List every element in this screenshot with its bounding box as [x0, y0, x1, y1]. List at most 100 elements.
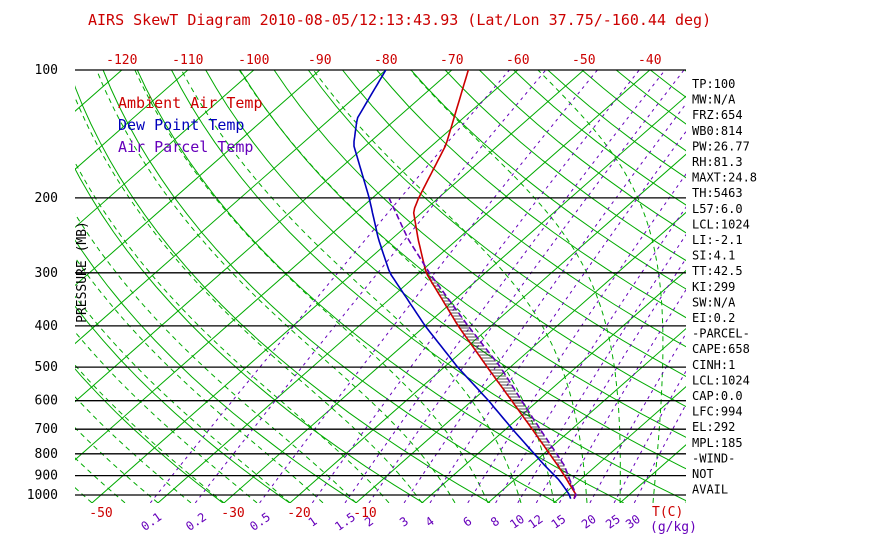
dew-point-temp-curve	[353, 70, 572, 499]
stat-line-pw: PW:26.77	[692, 139, 750, 153]
isotherm-line--100	[75, 70, 255, 229]
dry-adiabat-line-260	[75, 239, 357, 503]
isotherm-line--40	[157, 70, 651, 503]
stat-line-cape: CAPE:658	[692, 342, 750, 356]
stat-line-wind: -WIND-	[692, 451, 735, 465]
legend-item-air-parcel-temp: Air Parcel Temp	[118, 138, 253, 156]
mixing-ratio-tick-label-6: 6	[460, 514, 474, 530]
dry-adiabat-line-330	[239, 70, 686, 438]
top-temp-tick-label--70: -70	[440, 53, 463, 68]
mixing-ratio-tick-label-12: 12	[526, 512, 546, 532]
mixing-ratio-tick-label-0p2: 0.2	[183, 510, 209, 534]
chart-title: AIRS SkewT Diagram 2010-08-05/12:13:43.9…	[88, 11, 711, 29]
pressure-tick-label-800: 800	[35, 447, 58, 462]
moist-adiabat-line--20	[75, 295, 291, 503]
ambient-air-temp-curve	[412, 70, 577, 499]
isotherm-line--30	[223, 95, 686, 503]
mixing-ratio-line-12	[535, 257, 686, 503]
stat-line-mpl: MPL:185	[692, 436, 743, 450]
moist-adiabat-line--10	[75, 213, 357, 503]
background-lines	[0, 70, 870, 503]
stat-line-lcl: LCL:1024	[692, 373, 750, 387]
moist-adiabat-line--60	[0, 70, 26, 503]
stat-line-sw: SW:N/A	[692, 295, 736, 309]
mixing-ratio-line-2	[368, 70, 685, 503]
mixing-ratio-line-0.2	[194, 70, 547, 503]
isotherm-line--90	[75, 70, 321, 287]
isotherm-line-30	[619, 444, 686, 503]
legend-item-ambient-air-temp: Ambient Air Temp	[118, 94, 263, 112]
stat-line-ki: KI:299	[692, 280, 735, 294]
mixing-ratio-line-3	[403, 103, 686, 503]
dry-adiabat-line-290	[102, 70, 558, 503]
mixing-ratio-tick-label-0p1: 0.1	[138, 510, 164, 534]
dry-adiabat-line-420	[547, 70, 686, 179]
top-temp-tick-label--50: -50	[572, 53, 595, 68]
chart-labels-layer: -120 -110 -100 -90 -80 -70 -60 -50 -40 -50 -30 -20 -…	[27, 53, 757, 534]
isotherm-line-0	[421, 269, 686, 503]
top-temp-tick-label--40: -40	[638, 53, 661, 68]
dry-adiabat-line-320	[205, 70, 686, 470]
moist-adiabat-line-50	[752, 70, 870, 503]
mixing-ratio-line-4	[429, 130, 686, 503]
moist-adiabat-line-10	[134, 70, 489, 503]
moist-adiabat-line-30	[409, 70, 621, 503]
bottom-temp-tick-label--30: -30	[221, 506, 244, 521]
stat-line-ei: EI:0.2	[692, 311, 735, 325]
isotherm-line--110	[75, 70, 189, 170]
mixing-ratio-line-0.1	[149, 70, 510, 503]
mixing-ratio-tick-label-4: 4	[423, 514, 437, 530]
bottom-temp-tick-label--10: -10	[353, 506, 376, 521]
isotherm-line--10	[355, 211, 686, 503]
isotherm-line-10	[487, 327, 686, 503]
dry-adiabat-line-340	[273, 70, 686, 408]
moist-adiabat-line-60	[818, 70, 870, 503]
mixing-ratio-line-8	[495, 206, 686, 503]
mixing-ratio-tick-label-1: 1	[306, 514, 320, 530]
stat-line-cap: CAP:0.0	[692, 389, 743, 403]
moist-adiabat-line--35	[75, 396, 192, 503]
pressure-tick-label-500: 500	[35, 360, 58, 375]
chart-lines-layer	[0, 69, 870, 503]
isotherm-line--80	[75, 70, 387, 345]
dry-adiabat-line-400	[479, 70, 686, 234]
moist-adiabat-line-25	[312, 70, 588, 503]
moist-adiabat-line-55	[785, 70, 870, 503]
dry-adiabat-line-430	[581, 70, 686, 152]
mixing-ratio-line-30	[633, 403, 686, 503]
moist-adiabat-line--25	[75, 331, 258, 503]
stat-line-parcel: -PARCEL-	[692, 327, 750, 341]
isotherm-line-20	[553, 386, 686, 503]
isotherm-line--20	[289, 153, 686, 503]
mixing-ratio-tick-label-10: 10	[507, 512, 527, 532]
pressure-tick-label-700: 700	[35, 422, 58, 437]
mixing-ratio-line-10	[517, 233, 686, 503]
dry-adiabat-line-440	[615, 70, 686, 125]
pressure-tick-label-100: 100	[35, 63, 58, 78]
legend-item-dew-point-temp: Dew Point Temp	[118, 116, 244, 134]
stat-line-not: NOT	[692, 467, 714, 481]
stat-line-maxt: MAXT:24.8	[692, 171, 757, 185]
isotherm-line--50	[91, 70, 585, 503]
dry-adiabat-line-450	[650, 70, 686, 98]
pressure-tick-label-900: 900	[35, 469, 58, 484]
dry-adiabat-line-380	[410, 70, 686, 290]
pressure-tick-label-400: 400	[35, 319, 58, 334]
pressure-axis-label: PRESSURE (MB)	[75, 221, 90, 323]
stat-line-lcl: LCL:1024	[692, 217, 750, 231]
top-temp-tick-label--60: -60	[506, 53, 529, 68]
moist-adiabat-line-5	[96, 70, 456, 503]
dry-adiabat-line-390	[444, 70, 686, 262]
mixing-ratio-tick-label-20: 20	[579, 512, 599, 532]
air-parcel-temp-curve	[388, 197, 577, 500]
stat-line-cinh: CINH:1	[692, 358, 735, 372]
mixing-ratio-tick-label-8: 8	[488, 514, 502, 530]
mixing-ratio-unit-label: (g/kg)	[650, 520, 697, 535]
stat-line-rh: RH:81.3	[692, 155, 743, 169]
top-temp-tick-label--100: -100	[238, 53, 269, 68]
mixing-ratio-tick-label-30: 30	[623, 512, 643, 532]
top-temp-tick-label--120: -120	[106, 53, 137, 68]
isotherm-line--120	[75, 70, 123, 112]
dry-adiabat-line-240	[75, 368, 224, 503]
moist-adiabat-line--30	[75, 364, 225, 503]
